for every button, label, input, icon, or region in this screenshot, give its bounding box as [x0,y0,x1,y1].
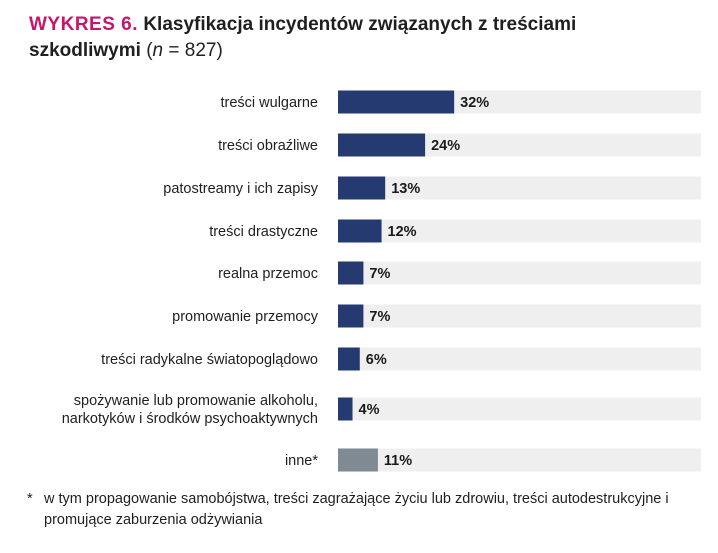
category-label: treści radykalne światopoglądowo [101,352,318,368]
bar [338,133,426,157]
bar [338,304,364,328]
bar [338,90,455,114]
value-label: 4% [359,402,380,418]
bar-track [338,261,701,285]
footnote-marker: * [27,491,33,507]
sample-size-value: = 827) [163,40,223,61]
bar-track [338,448,701,472]
sample-size-variable: n [152,40,164,61]
bar-track [338,219,701,243]
value-label: 6% [366,352,387,368]
bar-track [338,397,701,421]
sample-size-open: ( [140,40,153,61]
value-label: 7% [369,266,390,282]
value-label: 13% [391,181,420,197]
footnote-text: w tym propagowanie samobójstwa, treści z… [44,491,669,528]
bar [338,397,353,421]
bar [338,448,378,472]
category-label: treści drastyczne [209,224,318,240]
category-label: treści obraźliwe [218,138,318,154]
bar-track [338,133,701,157]
category-label: narkotyków i środków psychoaktywnych [62,411,318,427]
value-label: 32% [460,95,489,111]
bar [338,176,386,200]
chart-title-line-1: WYKRES 6. Klasyfikacja incydentów związa… [29,12,689,38]
chart-title-text-2: szkodliwymi [29,40,141,61]
chart-title-line-2: szkodliwymi (n = 827) [29,38,689,64]
value-label: 24% [431,138,460,154]
category-label: promowanie przemocy [172,309,319,325]
chart-number: WYKRES 6. [29,14,139,35]
category-label: realna przemoc [218,266,318,282]
bar [338,347,360,371]
bar [338,261,364,285]
bar-track [338,304,701,328]
category-label: patostreamy i ich zapisy [163,181,318,197]
category-label: spożywanie lub promowanie alkoholu, [74,393,318,409]
bar [338,219,382,243]
bar-track [338,347,701,371]
value-label: 7% [369,309,390,325]
value-label: 11% [384,453,412,469]
bar-track [338,176,701,200]
footnote: * w tym propagowanie samobójstwa, treści… [27,489,687,531]
value-label: 12% [388,224,417,240]
chart-title-text: Klasyfikacja incydentów związanych z tre… [143,14,577,35]
category-label: treści wulgarne [220,95,318,111]
chart-title: WYKRES 6. Klasyfikacja incydentów związa… [29,12,689,64]
category-label: inne* [285,453,318,469]
